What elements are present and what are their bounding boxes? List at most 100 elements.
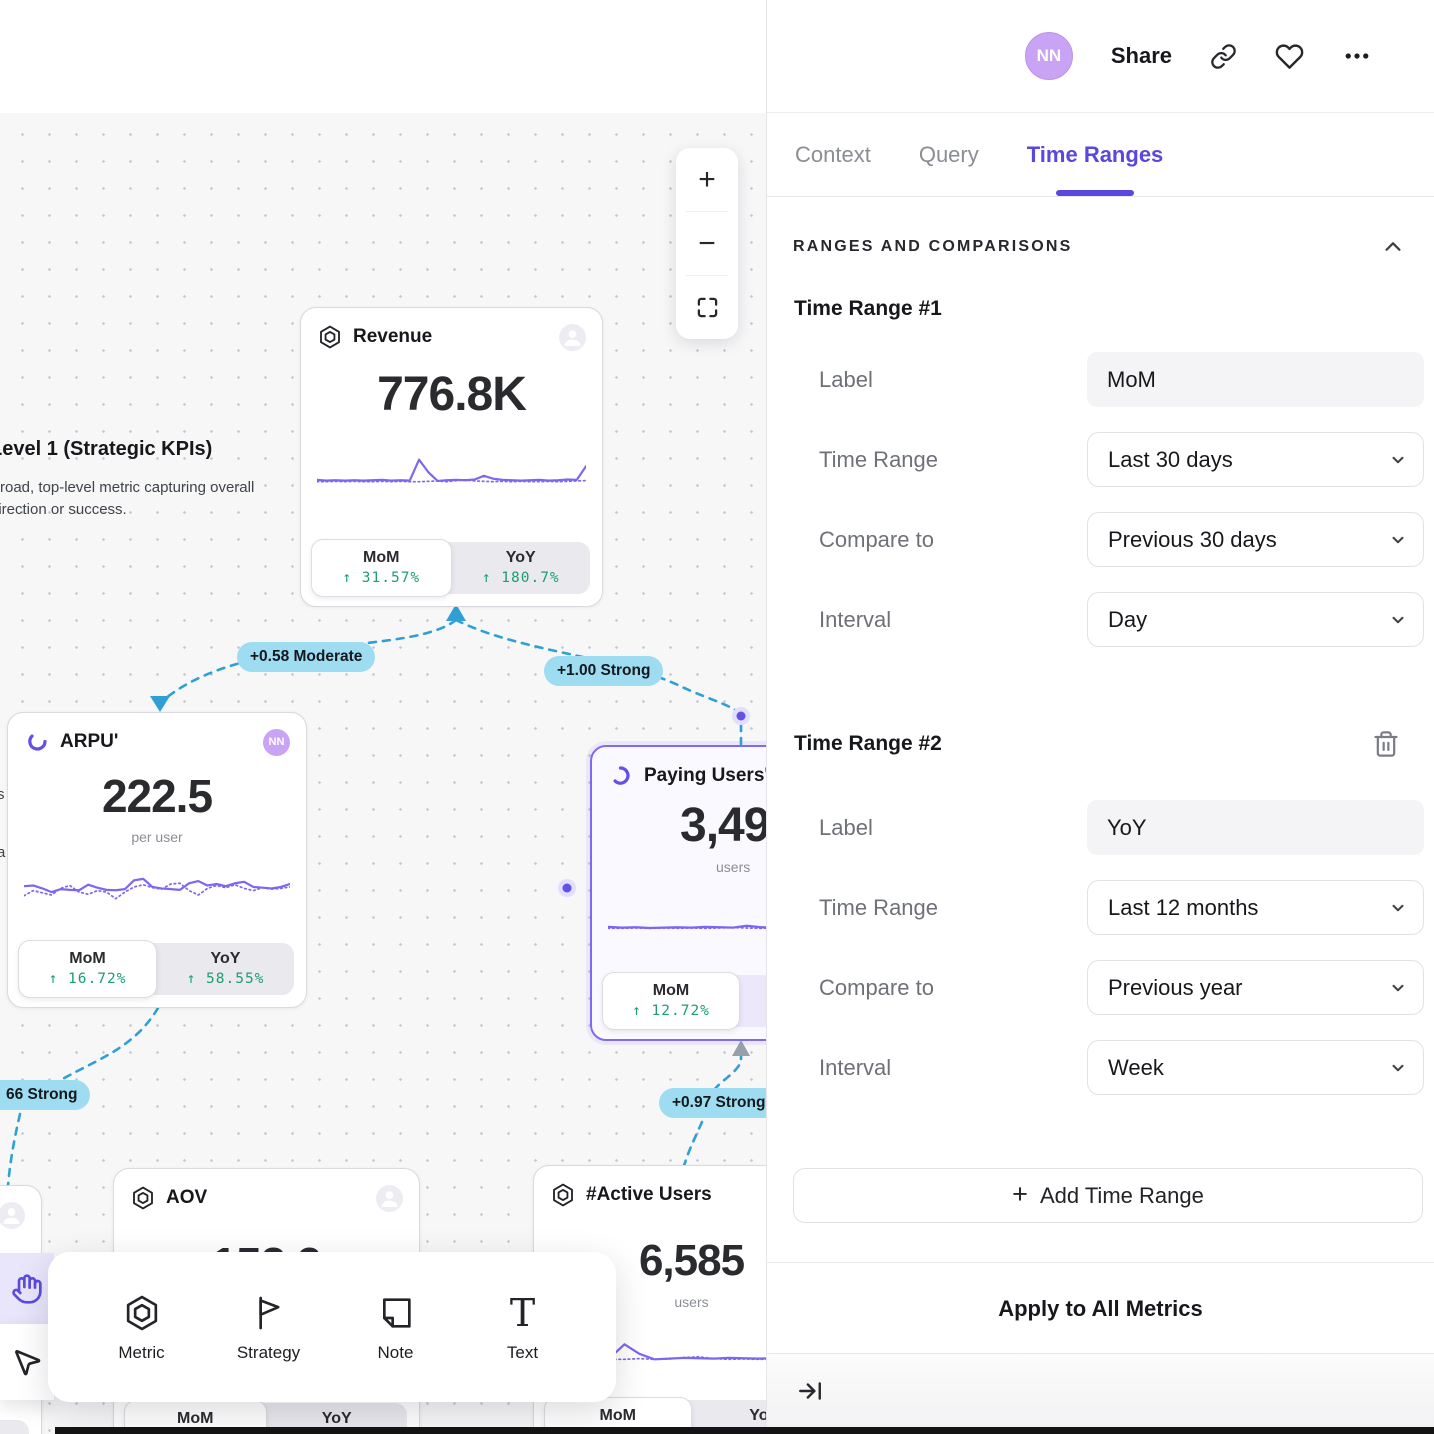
chevron-down-icon xyxy=(1392,536,1404,543)
field-caption: Label xyxy=(819,814,873,840)
tool-label: Note xyxy=(377,1343,414,1362)
owner-avatar[interactable] xyxy=(376,1184,403,1212)
tab-mom[interactable]: MoM ↑ 12.72% xyxy=(602,972,740,1030)
field-caption: Time Range xyxy=(819,894,939,920)
section-title: RANGES AND COMPARISONS xyxy=(793,238,1073,255)
card-header: Paying Users' xyxy=(592,747,766,791)
tab-query[interactable]: Query xyxy=(918,142,979,167)
loading-spinner-icon xyxy=(28,734,47,751)
add-text-button[interactable]: T Text xyxy=(473,1291,573,1363)
select-value: Day xyxy=(1108,606,1148,632)
favorite-button[interactable] xyxy=(1275,42,1304,71)
compare-to-select-1[interactable]: Previous 30 days xyxy=(1087,512,1424,567)
user-avatar[interactable]: NN xyxy=(1024,32,1073,80)
trash-icon xyxy=(1374,731,1398,757)
field-row-time-range-2: Time Range Last 12 months xyxy=(767,880,1434,935)
connection-handle[interactable] xyxy=(736,711,746,721)
card-header: AOV xyxy=(114,1169,419,1213)
divider xyxy=(686,211,728,212)
compare-to-select-2[interactable]: Previous year xyxy=(1087,960,1424,1015)
interval-select-2[interactable]: Week xyxy=(1087,1040,1424,1095)
interval-select-1[interactable]: Day xyxy=(1087,592,1424,647)
label-value: YoY xyxy=(1107,814,1147,840)
text-icon: T xyxy=(509,1291,536,1335)
tab-yoy[interactable] xyxy=(0,1420,29,1434)
time-range-1-title: Time Range #1 xyxy=(794,297,942,320)
more-options-button[interactable] xyxy=(1342,41,1372,71)
metric-value: 3,49 xyxy=(680,799,766,852)
card-header: #Active Users xyxy=(534,1166,766,1210)
add-time-range-button[interactable]: + Add Time Range xyxy=(793,1168,1423,1223)
connector-arpu-down-2 xyxy=(6,1112,22,1188)
tab-mom[interactable]: MoM ↑ 31.57% xyxy=(311,539,452,597)
time-range-select-2[interactable]: Last 12 months xyxy=(1087,880,1424,935)
comparison-tabs: MoM ↑ 16.72% YoY ↑ 58.55% xyxy=(18,940,294,998)
tab-context[interactable]: Context xyxy=(795,142,871,167)
zoom-in-button[interactable]: + xyxy=(698,162,716,196)
apply-all-metrics-button[interactable]: Apply to All Metrics xyxy=(998,1296,1203,1321)
metric-hexagon-icon xyxy=(553,1183,573,1207)
correlation-badge[interactable]: +1.00 Strong xyxy=(544,656,664,686)
select-tool[interactable] xyxy=(0,1324,54,1400)
label-input-1[interactable]: MoM xyxy=(1087,352,1424,407)
metric-card-arpu[interactable]: ARPU' NN 222.5 per user MoM ↑ 16.72% YoY… xyxy=(7,712,307,1008)
card-title: ARPU' xyxy=(60,731,119,752)
delete-time-range-button[interactable] xyxy=(1372,730,1400,758)
share-button[interactable]: Share xyxy=(1110,43,1172,68)
select-value: Previous 30 days xyxy=(1108,526,1277,552)
tab-mom[interactable]: MoM ↑ 16.72% xyxy=(18,940,157,998)
label-input-2[interactable]: YoY xyxy=(1087,800,1424,855)
chevron-down-icon xyxy=(1392,904,1404,911)
fit-view-button[interactable] xyxy=(676,276,738,339)
note-icon xyxy=(376,1291,416,1333)
add-time-range-label: Add Time Range xyxy=(1039,1182,1204,1208)
tab-time-ranges[interactable]: Time Ranges xyxy=(1027,114,1164,196)
add-strategy-button[interactable]: Strategy xyxy=(219,1291,319,1363)
correlation-badge[interactable]: +0.58 Moderate xyxy=(237,642,376,672)
divider xyxy=(686,275,728,276)
connector-paying-active-2 xyxy=(682,1120,704,1168)
add-note-button[interactable]: Note xyxy=(346,1291,446,1363)
chevron-up-icon[interactable] xyxy=(1382,236,1404,258)
copy-link-button[interactable] xyxy=(1210,43,1237,70)
time-range-2-title: Time Range #2 xyxy=(794,732,942,755)
metric-tree-canvas[interactable]: Level 1 (Strategic KPIs) Broad, top-leve… xyxy=(0,0,766,1434)
tool-label: Strategy xyxy=(236,1343,301,1362)
correlation-badge[interactable]: 66 Strong xyxy=(0,1080,91,1110)
field-row-interval-2: Interval Week xyxy=(767,1040,1434,1095)
connector-arpu-down xyxy=(43,1006,160,1092)
card-title: #Active Users xyxy=(586,1184,712,1205)
clipped-text-fragment: a xyxy=(0,844,6,861)
canvas-toolbar: Metric Strategy Note T xyxy=(48,1252,616,1402)
owner-avatar[interactable] xyxy=(0,1201,25,1229)
tab-yoy[interactable]: YoY ↑ 180.7% xyxy=(452,542,591,594)
tab-yoy[interactable]: YoY ↑ 58.55% xyxy=(157,943,294,995)
owner-avatar[interactable]: NN xyxy=(263,728,290,756)
tab-yoy[interactable]: YoY xyxy=(267,1403,408,1434)
person-icon xyxy=(381,1190,398,1207)
connection-handle[interactable] xyxy=(562,883,572,893)
zoom-out-button[interactable]: − xyxy=(698,226,716,260)
tab-yoy[interactable] xyxy=(740,975,766,1027)
tab-label: YoY xyxy=(749,1407,766,1424)
plus-icon: + xyxy=(1012,1178,1028,1209)
metric-card-paying-users[interactable]: Paying Users' 3,49 users MoM ↑ 12.72% xyxy=(590,745,766,1041)
time-range-select-1[interactable]: Last 30 days xyxy=(1087,432,1424,487)
tab-delta: ↑ 12.72% xyxy=(632,1003,710,1019)
tab-label: YoY xyxy=(210,950,241,967)
collapse-panel-icon[interactable] xyxy=(797,1378,823,1404)
correlation-badge[interactable]: +0.97 Strong xyxy=(659,1088,766,1118)
tab-yoy[interactable]: YoY xyxy=(692,1400,766,1434)
loading-spinner-icon xyxy=(613,766,630,785)
hand-tool[interactable] xyxy=(0,1253,54,1324)
field-caption: Interval xyxy=(819,606,892,632)
metric-card-revenue[interactable]: Revenue 776.8K MoM ↑ 31.57% YoY ↑ 180.7% xyxy=(300,307,603,607)
section-header[interactable]: RANGES AND COMPARISONS xyxy=(793,236,1404,258)
add-metric-button[interactable]: Metric xyxy=(92,1291,192,1363)
chevron-down-icon xyxy=(1392,984,1404,991)
tab-label: MoM xyxy=(363,549,400,566)
clipped-text-fragment: s xyxy=(0,786,5,803)
owner-avatar[interactable] xyxy=(559,323,586,351)
field-row-time-range-1: Time Range Last 30 days xyxy=(767,432,1434,487)
chevron-down-icon xyxy=(1392,1064,1404,1071)
